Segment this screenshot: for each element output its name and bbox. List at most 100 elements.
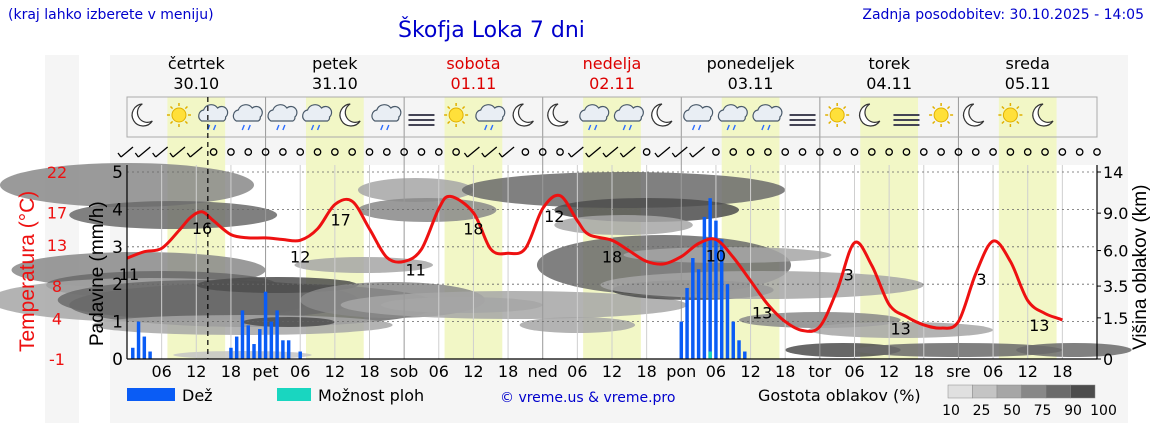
density-swatch bbox=[1070, 384, 1096, 399]
sun-ray bbox=[169, 105, 174, 110]
wind-calm bbox=[556, 148, 564, 156]
rain-bar bbox=[275, 310, 279, 359]
rain-bar bbox=[708, 198, 712, 359]
copyright-link[interactable]: © vreme.us & vreme.pro bbox=[500, 390, 675, 406]
sun-ray bbox=[169, 120, 174, 125]
rain-drop bbox=[628, 124, 632, 131]
sun-icon bbox=[1002, 107, 1018, 123]
temperature-label: 12 bbox=[544, 207, 564, 226]
x-tick-label: 12 bbox=[740, 362, 760, 381]
wind-barb-tick bbox=[481, 152, 486, 158]
cloud-blob bbox=[357, 178, 474, 202]
sun-ray bbox=[461, 105, 466, 110]
x-tick-label: 18 bbox=[914, 362, 934, 381]
x-tick-labels: 06 12 18 pet 06 12 18 sob 06 12 18 ned 06 12 18 pon 06 12… bbox=[151, 362, 1072, 381]
cloud-icon bbox=[302, 104, 333, 122]
sun-ray bbox=[447, 105, 451, 110]
sun-ray bbox=[1016, 105, 1020, 110]
temperature-label: 11 bbox=[406, 260, 426, 279]
wind-calm bbox=[885, 148, 893, 156]
cloud-blob bbox=[357, 198, 497, 222]
wind-calm bbox=[798, 148, 807, 156]
cloud-blob bbox=[196, 277, 358, 293]
rain-drop bbox=[697, 124, 702, 131]
wind-calm bbox=[1041, 148, 1049, 156]
cloud-icon bbox=[198, 104, 229, 122]
precip-tick: 5 bbox=[112, 163, 123, 183]
temperature-label: 13 bbox=[1029, 316, 1049, 335]
sun-ray bbox=[932, 120, 936, 125]
rain-bar bbox=[298, 351, 302, 359]
x-tick-label: 18 bbox=[359, 362, 379, 381]
x-tick-label: pet bbox=[252, 362, 278, 381]
wind-calm bbox=[261, 148, 270, 156]
wind-calm bbox=[954, 148, 963, 156]
density-level-label: 75 bbox=[1034, 403, 1052, 419]
chart-title: Škofja Loka 7 dni bbox=[398, 18, 585, 43]
cloud-blob bbox=[554, 215, 693, 235]
wind-calm bbox=[521, 148, 530, 156]
rain-bar bbox=[148, 351, 152, 359]
rain-bar bbox=[702, 216, 707, 359]
cloud-icon bbox=[613, 104, 644, 122]
cloud-height-tick: 0 bbox=[1103, 350, 1113, 369]
wind-calm bbox=[850, 148, 859, 156]
wind-calm bbox=[867, 148, 876, 156]
rain-bar bbox=[234, 336, 239, 359]
wind-calm bbox=[764, 148, 772, 156]
density-swatch bbox=[972, 384, 998, 399]
x-tick-label: pon bbox=[666, 362, 696, 381]
wind-barb bbox=[172, 146, 186, 158]
x-tick-label: 12 bbox=[1018, 362, 1038, 381]
day-name: petek bbox=[312, 54, 358, 73]
wind-row bbox=[117, 146, 1101, 158]
wind-calm bbox=[833, 148, 842, 156]
wind-calm bbox=[1023, 148, 1032, 156]
sun-icon bbox=[829, 107, 845, 123]
wind-calm bbox=[971, 148, 980, 156]
x-tick-label: 12 bbox=[186, 362, 206, 381]
wind-calm bbox=[400, 148, 408, 156]
cloud-icon bbox=[232, 104, 263, 122]
rain-bar bbox=[281, 340, 285, 359]
icon-strip-frame bbox=[126, 96, 1098, 138]
day-date: 05.11 bbox=[1005, 74, 1051, 93]
x-tick-label: 18 bbox=[1052, 362, 1072, 381]
rain-bar bbox=[725, 284, 730, 359]
x-tick-label: 06 bbox=[983, 362, 1003, 381]
temperature-label: 17 bbox=[330, 210, 350, 229]
moon-icon bbox=[962, 103, 985, 127]
sun-ray bbox=[828, 105, 832, 110]
x-tick-label: sre bbox=[946, 362, 970, 381]
sun-ray bbox=[184, 105, 188, 110]
rain-drop bbox=[767, 124, 771, 131]
cloud-height-tick: 14 bbox=[1103, 163, 1123, 182]
rain-bar bbox=[131, 347, 135, 359]
rain-bar bbox=[263, 291, 268, 359]
x-tick-label: 06 bbox=[151, 362, 171, 381]
rain-drop bbox=[691, 124, 696, 131]
wind-calm bbox=[902, 148, 911, 156]
precip-tick: 0 bbox=[112, 350, 123, 370]
region-select-hint[interactable]: (kraj lahko izberete v meniju) bbox=[8, 7, 214, 23]
wind-calm bbox=[296, 148, 305, 156]
rain-bar bbox=[714, 220, 718, 359]
density-swatch bbox=[1045, 384, 1071, 399]
temperature-label: 18 bbox=[602, 247, 622, 266]
rain-bar bbox=[240, 310, 245, 359]
legend-rain-label: Dež bbox=[182, 386, 213, 405]
weather-icon-strip bbox=[126, 96, 1098, 138]
rain-bar bbox=[679, 321, 684, 359]
rain-bar bbox=[743, 351, 747, 359]
cloud-height-tick: 9.0 bbox=[1103, 204, 1128, 223]
day-date: 31.10 bbox=[312, 74, 358, 93]
cloud-icon bbox=[683, 104, 714, 122]
wind-calm bbox=[642, 148, 651, 156]
wind-calm bbox=[1093, 148, 1101, 156]
wind-calm bbox=[712, 148, 720, 156]
temperature-tick: -1 bbox=[49, 350, 65, 369]
wind-calm bbox=[729, 148, 738, 156]
sun-ray bbox=[946, 120, 951, 125]
wind-calm bbox=[989, 148, 997, 156]
